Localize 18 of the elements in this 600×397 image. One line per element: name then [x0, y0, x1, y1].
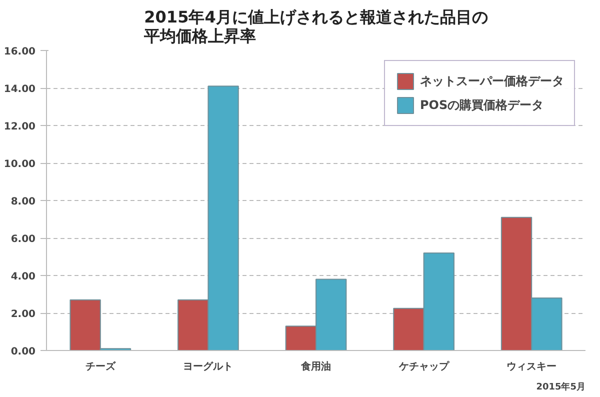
- x-tick-label: ウィスキー: [506, 362, 557, 372]
- y-tick-label: 0.00: [10, 346, 36, 358]
- x-tick-label: ケチャップ: [398, 360, 450, 372]
- text: 2015年5月: [536, 382, 586, 392]
- x-tick-label: ヨーグルト: [183, 360, 234, 372]
- y-tick-label: 12.00: [4, 122, 36, 132]
- y-tick-label: 8.00: [10, 196, 36, 208]
- legend-label: POSの購買価格データ: [420, 96, 544, 114]
- y-tick-label: 4.00: [10, 272, 36, 282]
- legend-label: ネットスーパー価格データ: [420, 72, 564, 90]
- x-tick-label: 食用油: [300, 360, 331, 372]
- y-tick-label: 16.00: [4, 46, 36, 58]
- x-tick-label: チーズ: [85, 360, 116, 372]
- y-tick-label: 14.00: [4, 84, 36, 95]
- chart-title: 2015年4月に値上げされると報道された品目の平均価格上昇率: [143, 8, 488, 46]
- y-tick-label: 6.00: [10, 234, 36, 245]
- y-tick-label: 2.00: [10, 309, 36, 320]
- y-tick-label: 10.00: [4, 159, 36, 170]
